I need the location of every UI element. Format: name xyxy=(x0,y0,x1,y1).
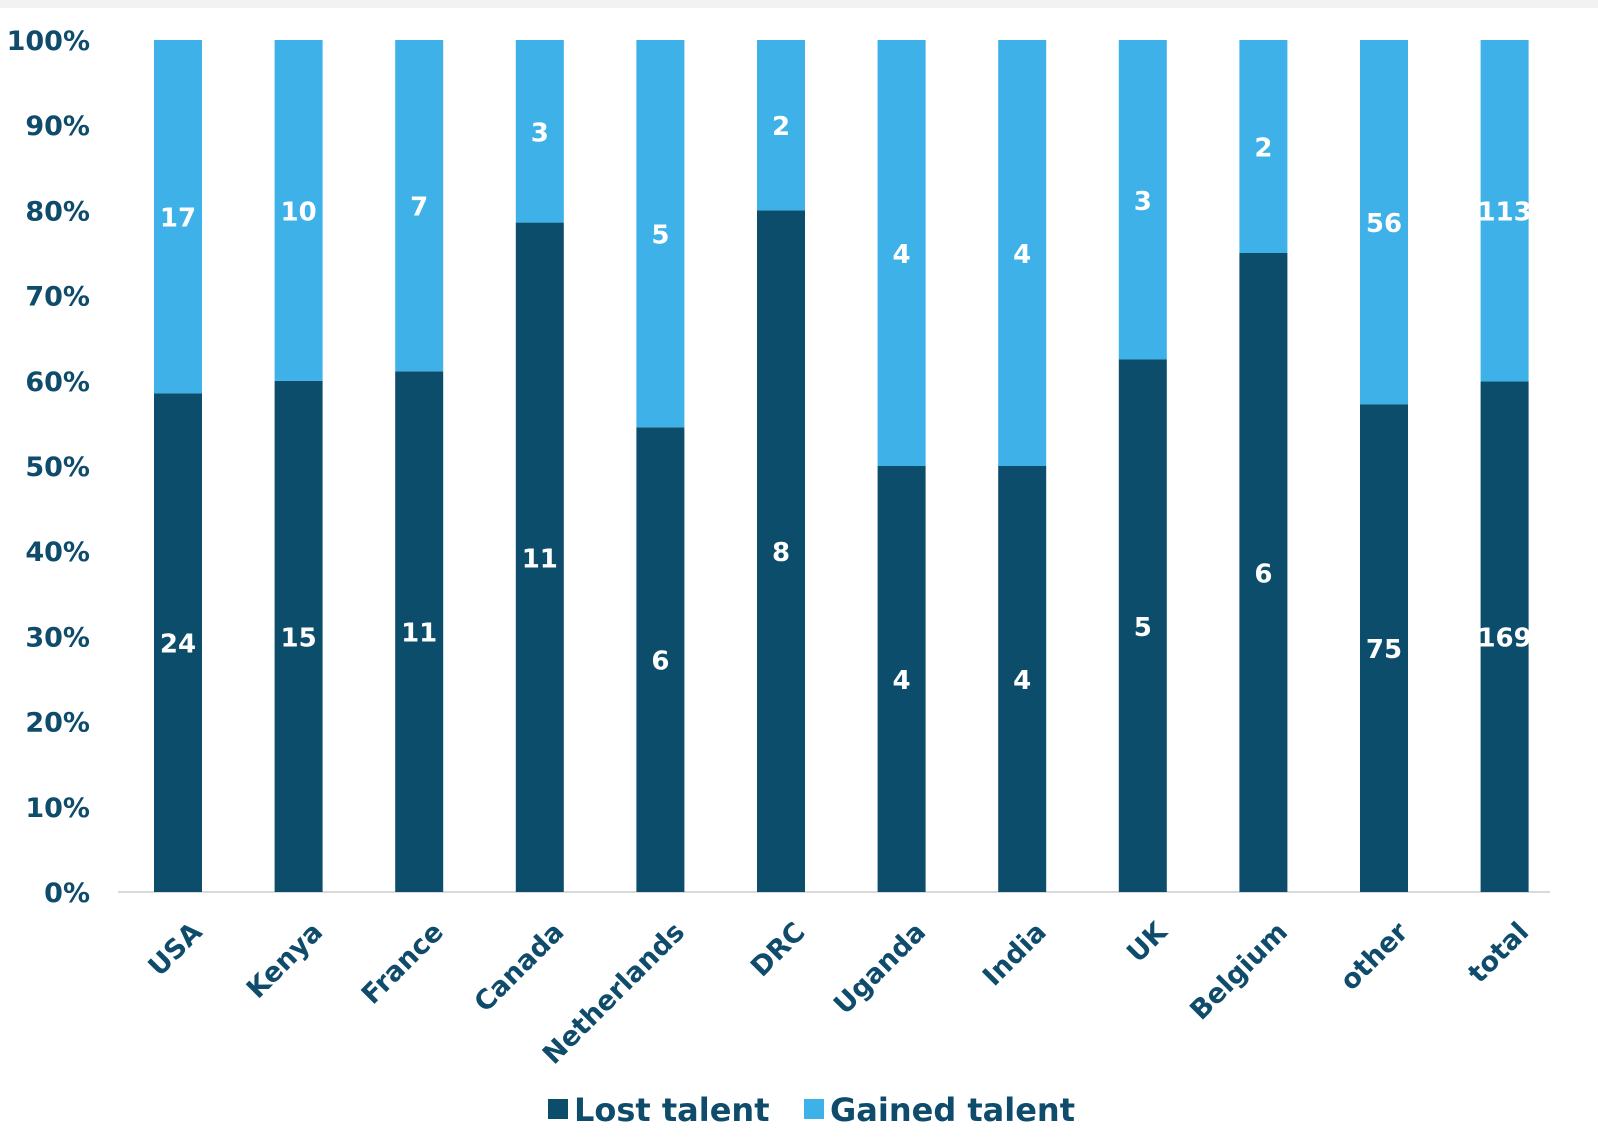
x-tick-label: other xyxy=(1334,916,1415,997)
data-label-gained: 4 xyxy=(1013,240,1031,270)
data-label-gained: 56 xyxy=(1366,209,1402,239)
bar-gained-france xyxy=(395,40,444,372)
bar-lost-total xyxy=(1480,381,1529,892)
data-label-gained: 2 xyxy=(1254,134,1272,164)
x-tick-label: UK xyxy=(1121,916,1174,969)
y-axis: 0% 10% 20% 30% 40% 50% 60% 70% 80% 90% 100% xyxy=(7,26,90,909)
y-tick-label: 100% xyxy=(7,26,90,57)
data-label-lost: 5 xyxy=(1134,613,1152,643)
y-tick-label: 40% xyxy=(25,537,90,568)
bar-lost-belgium xyxy=(1239,253,1288,892)
legend-label-gained: Gained talent xyxy=(830,1091,1075,1129)
y-tick-label: 20% xyxy=(25,708,90,739)
x-tick-label: France xyxy=(356,917,450,1011)
data-label-lost: 6 xyxy=(651,647,669,677)
bar-lost-france xyxy=(395,371,444,892)
data-label-lost: 75 xyxy=(1366,635,1402,665)
bar-lost-uganda xyxy=(877,466,926,892)
data-label-lost: 169 xyxy=(1477,624,1531,654)
bar-gained-india xyxy=(998,40,1047,466)
bar-gained-other xyxy=(1360,40,1408,405)
data-label-gained: 3 xyxy=(531,118,549,148)
bar-gained-usa xyxy=(154,40,202,394)
bar-lost-india xyxy=(998,466,1047,892)
x-tick-label: Canada xyxy=(468,917,570,1019)
legend-swatch-gained xyxy=(804,1099,824,1119)
bar-lost-drc xyxy=(757,210,805,892)
data-label-lost: 11 xyxy=(522,544,558,574)
bar-lost-canada xyxy=(515,222,564,893)
data-label-lost: 15 xyxy=(281,623,317,653)
legend-label-lost: Lost talent xyxy=(574,1091,770,1129)
x-tick-label: Uganda xyxy=(828,917,932,1021)
data-label-gained: 7 xyxy=(410,193,428,223)
bar-lost-netherlands xyxy=(636,427,685,892)
data-label-gained: 113 xyxy=(1477,198,1531,228)
x-tick-label: Belgium xyxy=(1184,917,1294,1027)
y-tick-label: 0% xyxy=(44,878,90,909)
data-label-gained: 2 xyxy=(772,112,790,142)
bar-gained-uk xyxy=(1118,40,1167,360)
data-label-gained: 3 xyxy=(1134,187,1152,217)
bar-gained-uganda xyxy=(877,40,926,466)
x-tick-label: India xyxy=(977,917,1053,993)
bar-gained-kenya xyxy=(274,40,323,381)
x-tick-label: Kenya xyxy=(241,917,329,1005)
y-tick-label: 30% xyxy=(25,622,90,653)
y-tick-label: 60% xyxy=(25,367,90,398)
x-tick-label: USA xyxy=(143,917,209,983)
y-tick-label: 10% xyxy=(25,793,90,824)
y-tick-label: 80% xyxy=(25,196,90,227)
bar-lost-other xyxy=(1360,404,1408,892)
data-label-lost: 24 xyxy=(160,630,196,660)
top-band xyxy=(0,0,1598,8)
bars-group xyxy=(154,40,1529,893)
data-label-lost: 4 xyxy=(893,666,911,696)
data-label-lost: 11 xyxy=(401,619,437,649)
bar-gained-canada xyxy=(515,40,564,223)
x-tick-label: total xyxy=(1462,917,1535,990)
bar-gained-drc xyxy=(757,40,805,211)
y-tick-label: 90% xyxy=(25,111,90,142)
data-label-gained: 17 xyxy=(160,204,196,234)
data-label-gained: 5 xyxy=(651,221,669,251)
data-label-lost: 8 xyxy=(772,538,790,568)
y-tick-label: 50% xyxy=(25,452,90,483)
legend-swatch-lost xyxy=(548,1099,568,1119)
data-label-lost: 6 xyxy=(1254,560,1272,590)
bar-gained-belgium xyxy=(1239,40,1288,253)
bar-gained-netherlands xyxy=(636,40,685,428)
bar-lost-usa xyxy=(154,393,202,892)
x-tick-label: DRC xyxy=(745,917,811,983)
data-label-lost: 4 xyxy=(1013,666,1031,696)
data-label-gained: 4 xyxy=(893,240,911,270)
legend: Lost talent Gained talent xyxy=(548,1091,1075,1129)
bar-gained-total xyxy=(1480,40,1529,382)
bar-lost-kenya xyxy=(274,380,323,892)
y-tick-label: 70% xyxy=(25,282,90,313)
data-label-gained: 10 xyxy=(281,197,317,227)
bar-lost-uk xyxy=(1118,359,1167,892)
